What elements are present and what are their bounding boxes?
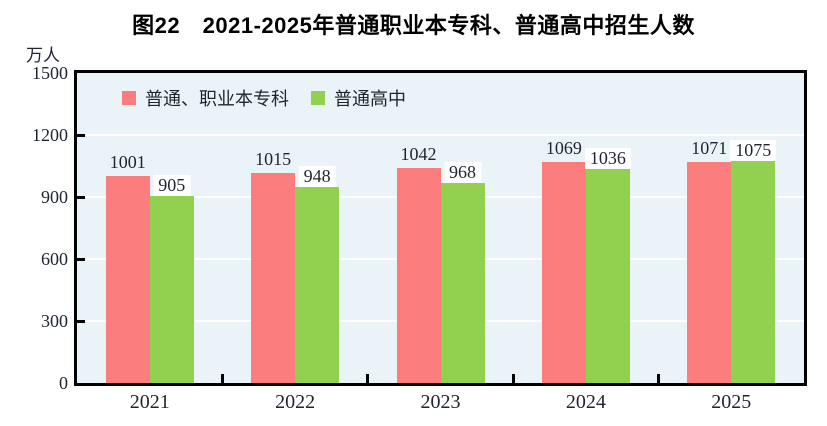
x-axis-tick-label: 2024 <box>565 391 606 413</box>
bar-vocational <box>396 167 441 383</box>
legend-label-highschool: 普通高中 <box>334 89 406 109</box>
x-axis-tick-label: 2025 <box>711 391 752 413</box>
bar-value-label: 1042 <box>400 143 437 164</box>
bar-value-label: 1069 <box>545 138 582 159</box>
legend-label-vocational: 普通、职业本专科 <box>145 89 289 109</box>
y-axis-tick-label: 1500 <box>32 63 68 83</box>
x-axis-tick <box>657 374 661 383</box>
x-axis-tick-label: 2021 <box>129 391 170 413</box>
legend: 普通、职业本专科 普通高中 <box>122 85 406 111</box>
bar-highschool <box>149 195 194 383</box>
legend-item-highschool: 普通高中 <box>311 85 406 111</box>
gridline <box>77 134 804 136</box>
bar-vocational <box>687 161 732 383</box>
y-axis-tick-label: 300 <box>41 311 68 331</box>
bar-value-label: 905 <box>153 174 191 196</box>
bar-highschool <box>440 182 485 383</box>
y-axis-tick-label: 0 <box>59 373 68 393</box>
y-axis-tick <box>77 195 85 199</box>
plot-area: 1001 905 1015 948 1042 968 1069 1036 1071 1075 普通… <box>74 70 807 386</box>
x-axis-tick-label: 2022 <box>275 391 316 413</box>
bar-vocational <box>251 173 296 383</box>
highschool-series-swatch-icon <box>311 91 325 105</box>
bar-value-label: 1071 <box>691 137 728 158</box>
y-axis-unit-label: 万人 <box>26 46 60 65</box>
x-axis-tick <box>220 374 224 383</box>
y-axis-tick-label: 900 <box>41 187 68 207</box>
vocational-series-swatch-icon <box>122 91 136 105</box>
chart-title: 图22 2021-2025年普通职业本专科、普通高中招生人数 <box>132 13 695 38</box>
x-axis-tick-label: 2023 <box>420 391 461 413</box>
bar-value-label: 968 <box>444 161 481 183</box>
bar-highschool <box>731 160 776 383</box>
bar-value-label: 1075 <box>730 139 777 161</box>
x-axis-tick <box>511 374 515 383</box>
bar-value-label: 1001 <box>109 152 146 173</box>
plot-inner: 1001 905 1015 948 1042 968 1069 1036 1071 1075 <box>77 73 804 383</box>
bar-value-label: 948 <box>298 166 336 188</box>
x-axis-tick <box>366 374 370 383</box>
y-axis-tick <box>77 319 85 323</box>
bar-value-label: 1015 <box>255 149 292 170</box>
bar-vocational <box>541 162 586 383</box>
bar-highschool <box>295 187 340 383</box>
legend-item-vocational: 普通、职业本专科 <box>122 85 289 111</box>
y-axis-tick-label: 600 <box>41 249 68 269</box>
bar-highschool <box>585 168 630 383</box>
bar-value-label: 1036 <box>584 147 631 169</box>
y-axis-tick-label: 1200 <box>32 125 68 145</box>
bar-vocational <box>105 176 150 383</box>
y-axis-tick <box>77 133 85 137</box>
y-axis-tick <box>77 257 85 261</box>
